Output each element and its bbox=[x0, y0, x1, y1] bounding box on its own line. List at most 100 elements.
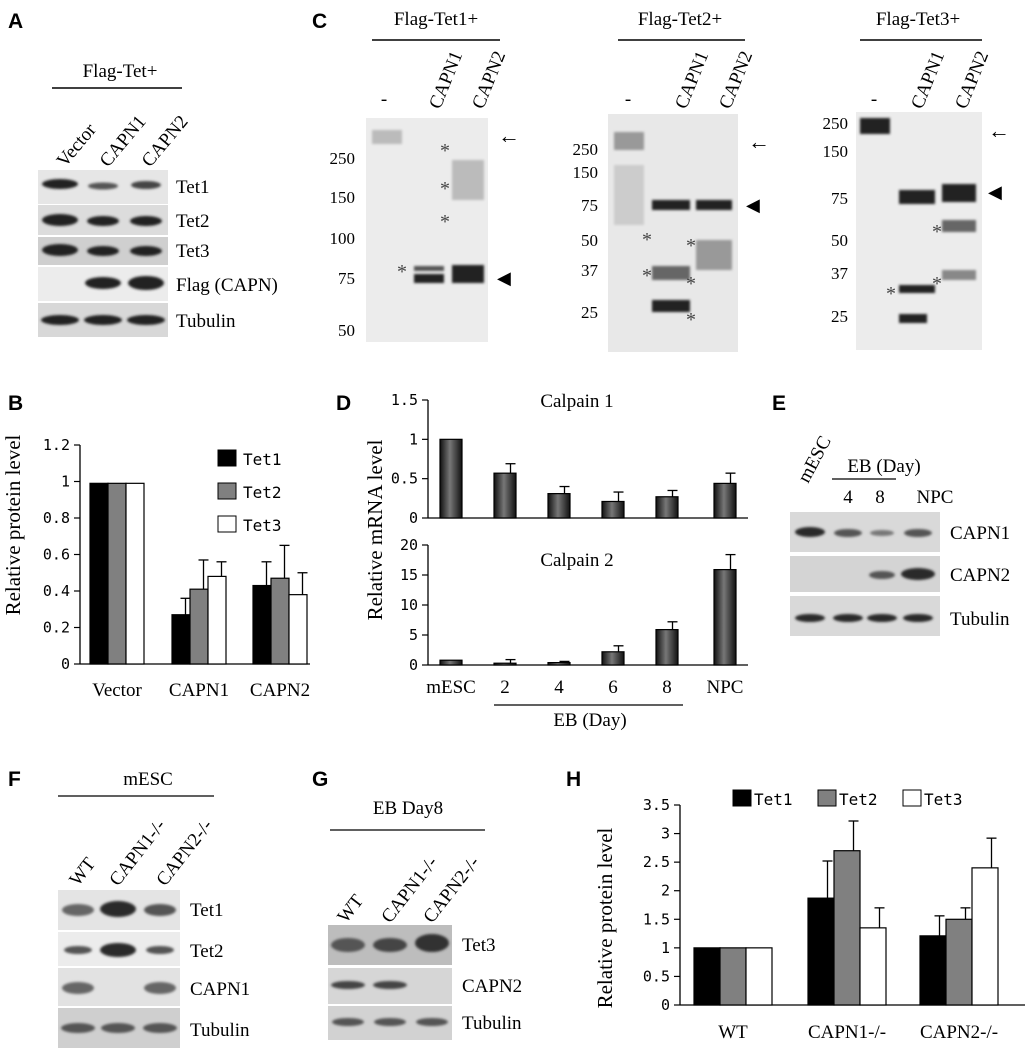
chart-d-group-label: EB (Day) bbox=[553, 710, 626, 731]
c2-mw-25: 25 bbox=[581, 303, 598, 322]
panel-e-group-label: EB (Day) bbox=[847, 456, 920, 477]
blot-a-label-tet1: Tet1 bbox=[176, 177, 210, 198]
c3-mw-25: 25 bbox=[831, 307, 848, 326]
panel-c: Flag-Tet1+ - CAPN1 CAPN2 250 150 100 75 … bbox=[330, 9, 1010, 352]
chart-b-ytick-label: 0 bbox=[61, 655, 70, 673]
chart-d1-title: Calpain 1 bbox=[540, 391, 613, 412]
blot-a-label-tet3: Tet3 bbox=[176, 241, 210, 262]
chart-d2-bar bbox=[439, 659, 463, 666]
chart-d2-bar bbox=[655, 628, 679, 666]
panel-f-group-label: mESC bbox=[123, 769, 173, 790]
chart-h-bar-tet1 bbox=[807, 897, 835, 1006]
chart-b-bar-tet3 bbox=[207, 575, 227, 665]
chart-h-bar-tet3 bbox=[971, 867, 999, 1006]
panel-e-lane-mesc: mESC bbox=[794, 433, 836, 487]
panel-g: EB Day8 WT CAPN1-/- CAPN2-/- Tet3 CAPN2 … bbox=[328, 798, 522, 1040]
c1-mw-250: 250 bbox=[330, 149, 356, 168]
chart-h-ytick-label: 3 bbox=[661, 825, 670, 843]
chart-b-ylabel: Relative protein level bbox=[1, 434, 25, 615]
chart-d2-bar bbox=[601, 651, 625, 666]
chart-d1-ytick-label: 1 bbox=[409, 430, 418, 448]
blot-c1 bbox=[366, 118, 488, 342]
c2-mw-75: 75 bbox=[581, 196, 598, 215]
c1-arrowhead-icon: ◀ bbox=[497, 268, 511, 288]
chart-b-legend-swatch-tet2 bbox=[217, 482, 237, 500]
panel-a: Flag-Tet+ Vector CAPN1 CAPN2 Tet1 Tet2 T… bbox=[38, 61, 278, 337]
chart-d2-ytick-label: 10 bbox=[400, 596, 418, 614]
chart-h-bar-tet1 bbox=[693, 947, 721, 1006]
blot-e-label-tubulin: Tubulin bbox=[950, 609, 1010, 630]
c2-arrowhead-icon: ◀ bbox=[746, 195, 760, 215]
blot-g-label-tubulin: Tubulin bbox=[462, 1013, 522, 1034]
c1-arrow-icon: ← bbox=[498, 123, 520, 148]
chart-b-legend-tet3: Tet3 bbox=[243, 516, 282, 535]
panel-a-lane-capn2: CAPN2 bbox=[138, 112, 193, 172]
c2-title: Flag-Tet2+ bbox=[638, 9, 722, 30]
chart-h-legend-tet1: Tet1 bbox=[754, 790, 793, 809]
chart-h-legend-tet3: Tet3 bbox=[924, 790, 963, 809]
c3-star-icon: * bbox=[932, 273, 942, 295]
blot-g-label-tet3: Tet3 bbox=[462, 935, 496, 956]
chart-b-bar-tet2 bbox=[189, 588, 209, 665]
chart-d1-bar bbox=[655, 496, 679, 519]
chart-h-xtick-label: CAPN1-/- bbox=[808, 1022, 886, 1043]
c3-lane-1: - bbox=[871, 89, 877, 110]
chart-h-legend-swatch-tet3 bbox=[902, 789, 922, 807]
chart-b-bar-tet1 bbox=[89, 482, 109, 665]
chart-b: Relative protein level 0 0.2 0.4 0.6 0.8 1 1.2… bbox=[1, 434, 310, 701]
chart-h: Relative protein level 00.511.522.533.5 … bbox=[593, 789, 1025, 1043]
chart-d2-title: Calpain 2 bbox=[540, 550, 613, 571]
panel-letter-c: C bbox=[312, 10, 327, 33]
c3-star-icon: * bbox=[886, 283, 896, 305]
c2-star-icon: * bbox=[642, 265, 652, 287]
c1-title: Flag-Tet1+ bbox=[394, 9, 478, 30]
blot-e-label-capn1: CAPN1 bbox=[950, 523, 1010, 544]
chart-b-legend-swatch-tet3 bbox=[217, 515, 237, 533]
c3-arrow-icon: ← bbox=[988, 118, 1010, 143]
c1-star-icon: * bbox=[440, 211, 450, 233]
chart-h-bar-tet3 bbox=[859, 927, 887, 1006]
c3-lane-3: CAPN2 bbox=[951, 48, 993, 112]
chart-d-xtick-label: 6 bbox=[608, 677, 618, 698]
panel-letter-b: B bbox=[8, 392, 23, 415]
c2-mw-150: 150 bbox=[573, 163, 599, 182]
c2-mw-37: 37 bbox=[581, 261, 599, 280]
c3-mw-250: 250 bbox=[823, 114, 849, 133]
chart-h-legend: Tet1 Tet2 Tet3 bbox=[732, 789, 963, 809]
chart-h-ytick-label: 1.5 bbox=[643, 910, 670, 928]
chart-h-bar-tet1 bbox=[919, 935, 947, 1006]
chart-b-bar-tet3 bbox=[125, 482, 145, 665]
c2-mw-50: 50 bbox=[581, 231, 598, 250]
chart-d1-bar bbox=[439, 438, 463, 519]
panel-a-group-label: Flag-Tet+ bbox=[83, 61, 158, 82]
chart-d-xtick-label: 8 bbox=[662, 677, 672, 698]
chart-b-bar-tet1 bbox=[252, 584, 272, 665]
chart-h-legend-swatch-tet1 bbox=[732, 789, 752, 807]
panel-e-lane-4: 4 bbox=[843, 487, 853, 508]
chart-b-ytick-label: 0.6 bbox=[43, 546, 70, 564]
blot-c2 bbox=[608, 114, 738, 352]
chart-h-legend-swatch-tet2 bbox=[817, 789, 837, 807]
chart-d2-bar bbox=[713, 568, 737, 666]
panel-f-lane-wt: WT bbox=[65, 854, 100, 891]
chart-b-xtick-label: CAPN2 bbox=[250, 680, 310, 701]
chart-b-xtick-label: CAPN1 bbox=[169, 680, 229, 701]
c1-star-icon: * bbox=[397, 261, 407, 283]
chart-h-bar-tet2 bbox=[945, 918, 973, 1006]
panel-letter-a: A bbox=[8, 10, 23, 33]
chart-b-ytick-label: 0.8 bbox=[43, 509, 70, 527]
c3-lane-2: CAPN1 bbox=[907, 48, 949, 112]
blot-a-label-flag: Flag (CAPN) bbox=[176, 275, 278, 296]
chart-d1-bar bbox=[713, 482, 737, 519]
c1-mw-100: 100 bbox=[330, 229, 356, 248]
panel-f: mESC WT CAPN1-/- CAPN2-/- Tet1 Tet2 CAPN… bbox=[58, 769, 250, 1048]
chart-b-bar-tet2 bbox=[107, 482, 127, 665]
blot-f-label-tet2: Tet2 bbox=[190, 941, 224, 962]
c2-star-icon: * bbox=[686, 309, 696, 331]
chart-h-xtick-label: WT bbox=[718, 1022, 748, 1043]
chart-h-ytick-label: 0.5 bbox=[643, 967, 670, 985]
chart-d1-bar bbox=[493, 472, 517, 519]
c2-arrow-icon: ← bbox=[748, 129, 770, 154]
panel-letter-g: G bbox=[312, 768, 328, 791]
